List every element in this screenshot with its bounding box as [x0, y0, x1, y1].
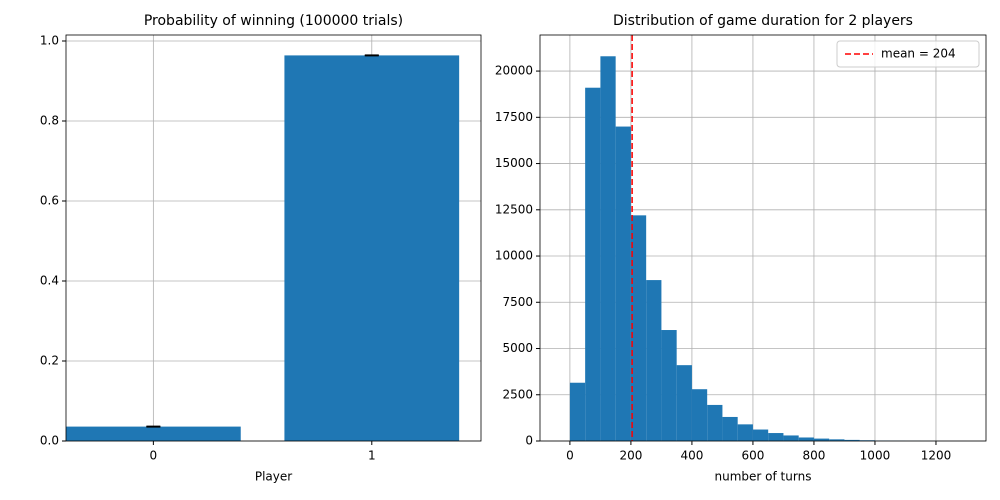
bar — [284, 55, 460, 442]
bar — [66, 426, 241, 441]
histogram-bar — [615, 126, 631, 441]
histogram-bar — [798, 437, 814, 441]
y-tick-label: 20000 — [495, 64, 533, 78]
y-tick-label: 0.6 — [40, 194, 59, 208]
y-tick-label: 0.0 — [40, 434, 59, 448]
y-tick-label: 2500 — [502, 387, 533, 401]
axes-frame — [539, 34, 987, 442]
y-tick-label: 5000 — [502, 341, 533, 355]
histogram-bar — [646, 280, 662, 441]
histogram-bar — [707, 404, 723, 441]
x-tick-label: 400 — [680, 449, 703, 463]
x-axis-label: number of turns — [715, 470, 812, 484]
legend-label: mean = 204 — [881, 47, 956, 61]
histogram-bar — [737, 424, 753, 441]
histogram-bar — [722, 416, 738, 441]
y-tick-label: 1.0 — [40, 34, 59, 48]
y-tick-label: 15000 — [495, 156, 533, 170]
x-tick-label: 1 — [368, 449, 376, 463]
y-tick-label: 0 — [525, 434, 533, 448]
y-tick-label: 10000 — [495, 249, 533, 263]
x-tick-label: 1000 — [860, 449, 891, 463]
x-tick-label: 200 — [619, 449, 642, 463]
x-axis-label: Player — [255, 470, 292, 484]
histogram-bar — [661, 330, 677, 441]
y-tick-label: 0.4 — [40, 274, 59, 288]
histogram-bar — [569, 382, 586, 441]
x-tick-label: 0 — [150, 449, 158, 463]
histogram-bar — [630, 215, 647, 441]
histogram-bar — [691, 389, 708, 441]
histogram-bar — [600, 56, 616, 442]
x-tick-label: 800 — [802, 449, 825, 463]
axes-frame — [65, 34, 482, 442]
y-tick-label: 7500 — [502, 295, 533, 309]
x-tick-label: 600 — [741, 449, 764, 463]
histogram-bar — [829, 439, 845, 441]
x-tick-label: 1200 — [921, 449, 952, 463]
legend-box — [836, 40, 980, 68]
histogram-bar — [676, 365, 692, 441]
histogram-bar — [813, 438, 830, 441]
histogram-bar — [752, 429, 769, 441]
chart-title: Distribution of game duration for 2 play… — [613, 13, 913, 29]
chart-title: Probability of winning (100000 trials) — [144, 13, 403, 29]
histogram-bar — [585, 87, 601, 441]
y-tick-label: 12500 — [495, 202, 533, 216]
histogram-bar — [844, 439, 860, 441]
y-tick-label: 0.2 — [40, 354, 59, 368]
histogram-bar — [768, 433, 784, 441]
y-tick-label: 0.8 — [40, 114, 59, 128]
x-tick-label: 0 — [566, 449, 574, 463]
y-tick-label: 17500 — [495, 110, 533, 124]
histogram-bar — [783, 435, 799, 441]
